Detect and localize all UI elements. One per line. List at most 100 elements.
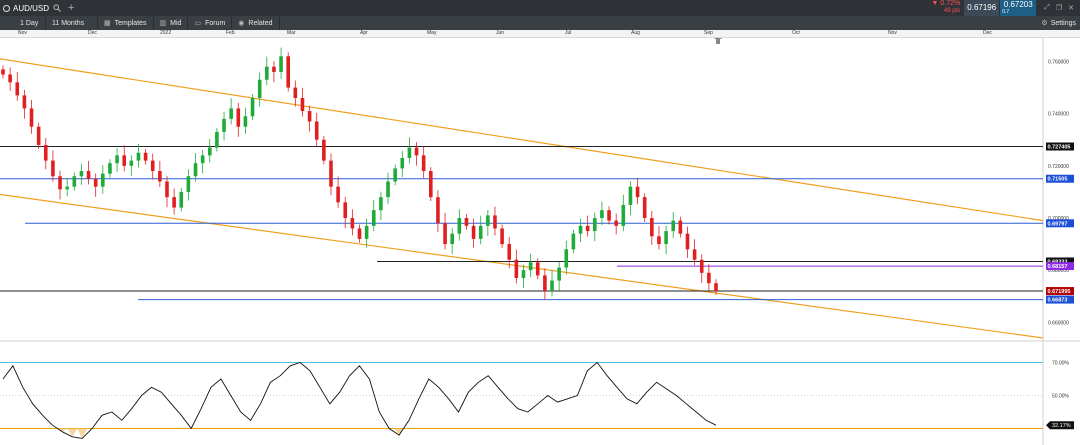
candle[interactable]: [300, 87, 305, 117]
candle[interactable]: [371, 200, 376, 232]
buy-price-button[interactable]: 0.67203 0.7: [1000, 0, 1037, 16]
candle[interactable]: [357, 224, 362, 243]
candle[interactable]: [286, 52, 290, 92]
candle[interactable]: [607, 206, 611, 225]
candle[interactable]: [600, 201, 604, 226]
candle[interactable]: [714, 279, 718, 295]
candle[interactable]: [564, 240, 569, 275]
candle[interactable]: [500, 224, 504, 248]
candle[interactable]: [279, 47, 283, 79]
forum-button[interactable]: ▭ Forum: [188, 16, 233, 30]
candle[interactable]: [628, 181, 633, 216]
candle[interactable]: [108, 159, 112, 178]
candle[interactable]: [58, 170, 62, 200]
candle[interactable]: [692, 239, 697, 266]
candle[interactable]: [350, 209, 355, 236]
candle[interactable]: [571, 229, 576, 254]
candle[interactable]: [386, 172, 390, 205]
candle[interactable]: [343, 196, 348, 229]
candle[interactable]: [400, 150, 405, 178]
candle[interactable]: [678, 216, 683, 238]
candle[interactable]: [550, 270, 554, 297]
candle[interactable]: [307, 105, 312, 132]
symbol-tab[interactable]: AUD/USD: [0, 0, 62, 16]
candle[interactable]: [150, 153, 155, 180]
candle[interactable]: [443, 213, 447, 250]
candle[interactable]: [585, 215, 590, 237]
candle[interactable]: [250, 94, 255, 121]
candle[interactable]: [421, 146, 426, 179]
candle[interactable]: [336, 176, 340, 208]
close-icon[interactable]: ✕: [1068, 5, 1074, 12]
candle[interactable]: [528, 253, 533, 278]
candle[interactable]: [507, 237, 512, 269]
candle[interactable]: [493, 206, 497, 236]
candle[interactable]: [272, 61, 276, 83]
candle[interactable]: [450, 228, 454, 255]
candle[interactable]: [265, 56, 269, 86]
candle[interactable]: [115, 148, 119, 172]
time-axis[interactable]: Nov Dec 2022 Feb Mar Apr May Jun Jul Aug Sep Oct Nov…: [0, 30, 1080, 38]
candle[interactable]: [165, 176, 169, 208]
rsi-line[interactable]: [2, 361, 717, 439]
candle[interactable]: [229, 98, 233, 125]
price-chart[interactable]: 0.760000 0.740000 0.720000 0.700000 0.680000…: [0, 38, 1080, 445]
candle[interactable]: [393, 164, 397, 186]
candle[interactable]: [464, 214, 469, 230]
related-button[interactable]: ◉ Related: [232, 16, 280, 30]
candle[interactable]: [322, 135, 326, 165]
candle[interactable]: [429, 167, 433, 202]
candle[interactable]: [72, 172, 77, 191]
candle[interactable]: [478, 215, 483, 245]
candle[interactable]: [236, 102, 241, 137]
candle[interactable]: [457, 209, 462, 241]
candle[interactable]: [364, 218, 369, 248]
candle[interactable]: [436, 190, 440, 232]
candle[interactable]: [329, 153, 333, 196]
candle[interactable]: [36, 122, 41, 149]
pop-out-icon[interactable]: ⤢: [1044, 4, 1050, 11]
candle[interactable]: [65, 178, 69, 197]
mid-button[interactable]: ▥ Mid: [154, 16, 189, 30]
candle[interactable]: [222, 111, 226, 141]
candle[interactable]: [671, 212, 676, 239]
candle[interactable]: [143, 148, 148, 165]
candle[interactable]: [186, 169, 191, 201]
candle[interactable]: [215, 128, 219, 152]
candle[interactable]: [707, 264, 711, 291]
candle[interactable]: [86, 160, 91, 185]
templates-button[interactable]: ▦ Templates: [98, 16, 154, 30]
candle[interactable]: [193, 153, 198, 182]
candle[interactable]: [43, 137, 48, 170]
search-icon[interactable]: [53, 4, 61, 12]
range-select[interactable]: 11 Months: [46, 16, 98, 30]
candle[interactable]: [407, 137, 412, 164]
candle[interactable]: [93, 173, 98, 197]
settings-button[interactable]: ⚙ Settings: [1037, 16, 1080, 30]
sell-price-button[interactable]: 0.67196: [964, 0, 1000, 16]
candle[interactable]: [592, 212, 597, 242]
candle[interactable]: [101, 165, 105, 194]
restore-icon[interactable]: ❐: [1055, 5, 1063, 12]
candle[interactable]: [699, 254, 704, 283]
channel-trendline[interactable]: [0, 193, 1044, 339]
candle[interactable]: [1, 65, 5, 79]
candle[interactable]: [621, 194, 626, 232]
candle[interactable]: [314, 112, 319, 147]
candle[interactable]: [22, 89, 27, 119]
candle[interactable]: [8, 67, 12, 91]
channel-trendline[interactable]: [0, 58, 1044, 222]
candle[interactable]: [635, 178, 640, 205]
candle[interactable]: [122, 145, 127, 172]
candle[interactable]: [535, 258, 540, 280]
candle[interactable]: [129, 155, 134, 176]
candle[interactable]: [79, 164, 84, 185]
candle[interactable]: [642, 193, 647, 222]
candle[interactable]: [29, 99, 34, 134]
candle[interactable]: [158, 160, 162, 187]
candle[interactable]: [257, 72, 262, 107]
candle[interactable]: [514, 249, 519, 284]
candle[interactable]: [521, 264, 526, 289]
candle[interactable]: [543, 268, 547, 300]
candle[interactable]: [172, 188, 176, 215]
